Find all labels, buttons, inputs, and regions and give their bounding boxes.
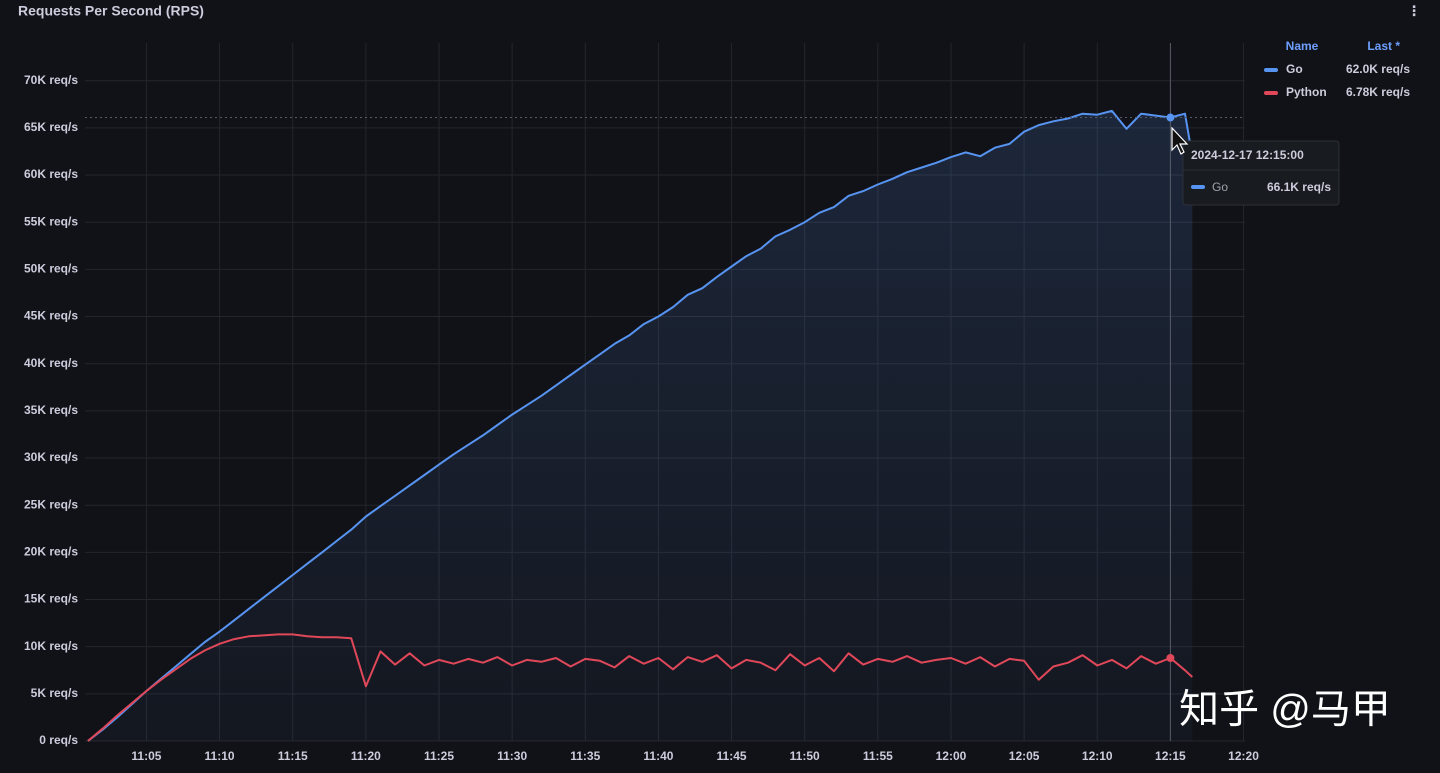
x-tick-label: 12:00 bbox=[936, 749, 967, 763]
y-tick-label: 55K req/s bbox=[24, 214, 78, 228]
cursor bbox=[1171, 126, 1189, 155]
y-tick-label: 60K req/s bbox=[24, 167, 78, 181]
tooltip-box bbox=[1182, 140, 1340, 206]
hover-point bbox=[1166, 113, 1175, 122]
legend-swatch bbox=[1264, 91, 1278, 95]
x-tick-label: 12:20 bbox=[1228, 749, 1259, 763]
y-tick-label: 45K req/s bbox=[24, 309, 78, 323]
menu-icon[interactable]: ⋮ bbox=[1407, 3, 1421, 19]
watermark: 知乎 @马甲 bbox=[1179, 688, 1391, 732]
area bbox=[87, 110, 1193, 741]
tooltip-series: Go bbox=[1212, 180, 1228, 194]
tooltip-swatch bbox=[1191, 185, 1205, 189]
x-tick-label: 11:05 bbox=[131, 749, 161, 763]
x-tick-label: 11:45 bbox=[717, 749, 747, 763]
y-tick-label: 70K req/s bbox=[24, 73, 78, 87]
x-tick-label: 11:55 bbox=[863, 749, 893, 763]
y-tick-label: 50K req/s bbox=[24, 262, 78, 276]
legend-swatch bbox=[1264, 68, 1278, 72]
x-tick-label: 11:30 bbox=[497, 749, 527, 763]
tooltip-time: 2024-12-17 12:15:00 bbox=[1191, 148, 1304, 162]
tooltip: 2024-12-17 12:15:00 Go 66.1K req/s bbox=[85, 43, 1340, 741]
y-tick-label: 5K req/s bbox=[31, 686, 79, 700]
x-tick-label: 12:15 bbox=[1155, 749, 1186, 763]
y-tick-label: 35K req/s bbox=[24, 403, 78, 417]
x-tick-label: 11:50 bbox=[790, 749, 820, 763]
y-tick-label: 10K req/s bbox=[24, 639, 78, 653]
legend-header: Name bbox=[1286, 39, 1319, 53]
y-tick-label: 30K req/s bbox=[24, 450, 78, 464]
plot-area: 0 req/s 5K req/s 10K req/s 15K req/s 20K req… bbox=[24, 43, 1259, 763]
y-tick-label: 0 req/s bbox=[39, 733, 78, 747]
legend-header[interactable]: Last * bbox=[1367, 39, 1400, 53]
legend-label[interactable]: Go bbox=[1286, 62, 1303, 76]
x-tick-label: 11:35 bbox=[570, 749, 600, 763]
legend-value: 6.78K req/s bbox=[1346, 85, 1410, 99]
tooltip-value: 66.1K req/s bbox=[1267, 180, 1331, 194]
x-tick-label: 11:40 bbox=[643, 749, 673, 763]
x-tick-label: 12:05 bbox=[1009, 749, 1040, 763]
legend-label[interactable]: Python bbox=[1286, 85, 1327, 99]
x-tick-label: 11:10 bbox=[205, 749, 235, 763]
y-tick-label: 65K req/s bbox=[24, 120, 78, 134]
x-tick-label: 11:15 bbox=[278, 749, 308, 763]
hover-point bbox=[1166, 653, 1175, 662]
legend: Name Last * Go 62.0K req/s Python 6.78K req… bbox=[1264, 39, 1410, 99]
legend-value: 62.0K req/s bbox=[1346, 62, 1410, 76]
series-line bbox=[87, 633, 1193, 742]
y-tick-label: 25K req/s bbox=[24, 497, 78, 511]
x-tick-label: 11:25 bbox=[424, 749, 454, 763]
y-tick-label: 40K req/s bbox=[24, 356, 78, 370]
series-line bbox=[87, 109, 1194, 742]
y-tick-label: 20K req/s bbox=[24, 545, 78, 559]
x-tick-label: 11:20 bbox=[351, 749, 381, 763]
x-tick-label: 12:10 bbox=[1082, 749, 1113, 763]
chart-title: Requests Per Second (RPS) bbox=[18, 3, 204, 19]
y-tick-label: 15K req/s bbox=[24, 592, 78, 606]
